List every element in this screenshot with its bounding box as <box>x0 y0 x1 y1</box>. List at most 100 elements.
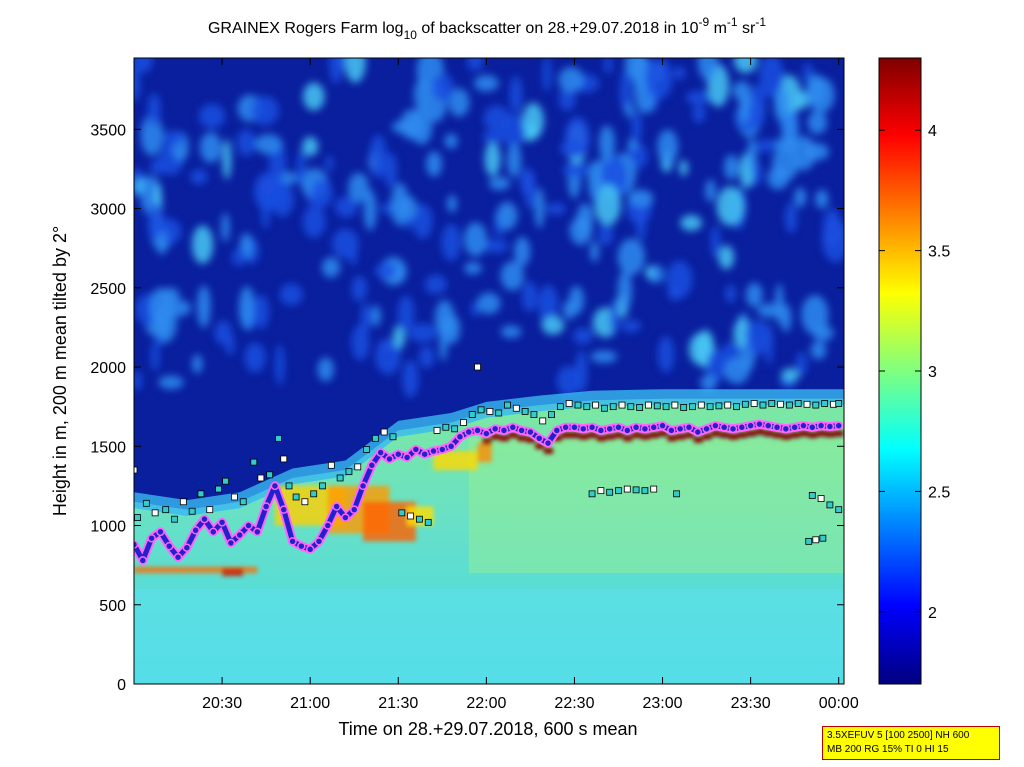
square-marker <box>222 477 230 485</box>
noise-blob <box>594 184 621 226</box>
y-axis-label: Height in m, 200 m mean tilted by 2° <box>50 226 70 516</box>
layer-height-point <box>719 423 729 432</box>
y-tick-label: 0 <box>117 677 126 694</box>
noise-blob <box>150 341 160 372</box>
layer-height-point <box>640 424 650 434</box>
square-marker <box>689 403 696 411</box>
layer-top-strip <box>808 432 818 439</box>
layer-top-strip <box>746 430 756 437</box>
layer-height-point <box>755 419 764 429</box>
square-marker <box>632 486 640 494</box>
noise-blob <box>590 350 618 363</box>
layer-height-point <box>429 446 438 456</box>
layer-height-point <box>173 552 183 562</box>
layer-height-point <box>376 448 385 457</box>
layer-top-strip <box>482 438 492 445</box>
noise-blob <box>444 133 458 149</box>
noise-blob <box>329 58 343 84</box>
noise-blob <box>496 201 518 230</box>
x-axis-label: Time on 28.+29.07.2018, 600 s mean <box>338 719 637 739</box>
parameter-line-1: 3.5XEFUV 5 [100 2500] NH 600 <box>827 730 970 741</box>
noise-blob <box>303 82 325 111</box>
noise-blob <box>560 139 586 157</box>
noise-blob <box>439 320 448 362</box>
square-marker <box>301 498 309 506</box>
square-marker <box>380 428 388 436</box>
square-marker <box>805 537 813 545</box>
layer-top-strip <box>561 432 571 439</box>
noise-blob <box>254 134 283 155</box>
title-part4: sr <box>738 20 756 37</box>
layer-height-point <box>684 423 694 432</box>
square-marker <box>171 515 178 523</box>
layer-top-strip <box>517 435 527 442</box>
layer-top-strip <box>693 436 703 443</box>
layer-height-point <box>543 438 553 448</box>
square-marker <box>215 485 222 493</box>
layer-height-point <box>455 432 465 442</box>
layer-top-strip <box>825 431 835 438</box>
layer-height-point <box>605 424 614 434</box>
noise-blob <box>483 105 510 132</box>
layer-height-point <box>799 421 808 430</box>
noise-blob <box>750 84 766 128</box>
noise-blob <box>542 58 552 92</box>
layer-height-point <box>394 449 403 459</box>
noise-blob <box>716 186 745 226</box>
colorbar-tick-label: 4 <box>928 123 937 140</box>
square-marker <box>768 400 776 407</box>
x-tick-label: 23:30 <box>731 695 771 712</box>
noise-blob <box>482 130 506 144</box>
layer-height-point <box>402 453 412 462</box>
square-marker <box>565 400 573 407</box>
noise-blob <box>657 129 679 165</box>
noise-blob <box>140 114 164 156</box>
layer-top-strip <box>632 432 642 439</box>
noise-blob <box>558 67 584 93</box>
noise-blob <box>620 319 642 333</box>
square-marker <box>468 411 476 418</box>
layer-height-point <box>552 426 562 435</box>
square-marker <box>812 536 820 544</box>
layer-height-point <box>446 442 456 451</box>
noise-blob <box>317 357 334 382</box>
hot-patch <box>134 566 258 574</box>
square-marker <box>821 400 829 407</box>
noise-blob <box>509 75 523 114</box>
square-marker <box>162 506 170 514</box>
noise-blob <box>426 151 443 177</box>
noise-blob <box>253 294 269 329</box>
layer-height-point <box>781 424 791 434</box>
layer-height-point <box>711 421 720 430</box>
noise-blob <box>434 299 455 337</box>
layer-height-point <box>411 445 421 454</box>
layer-height-point <box>737 423 747 432</box>
layer-height-point <box>631 423 641 432</box>
noise-blob <box>794 187 807 208</box>
square-marker <box>206 506 214 514</box>
layer-height-point <box>658 421 667 430</box>
layer-height-point <box>490 424 500 434</box>
y-tick-label: 500 <box>99 598 126 615</box>
layer-top-strip <box>676 433 686 440</box>
layer-height-point <box>772 423 782 432</box>
noise-blob <box>609 300 619 335</box>
noise-blob <box>604 58 613 74</box>
layer-height-point <box>217 518 227 527</box>
parameter-line-2: MB 200 RG 15% TI 0 HI 15 <box>827 744 949 755</box>
noise-blob <box>375 262 396 279</box>
layer-height-point <box>235 530 244 540</box>
noise-blob <box>431 73 454 102</box>
square-marker <box>363 446 370 453</box>
noise-blob <box>589 240 600 263</box>
noise-blob <box>573 327 593 345</box>
square-marker <box>451 425 459 433</box>
noise-blob <box>344 58 366 83</box>
noise-blob <box>617 270 633 310</box>
noise-blob <box>147 93 161 127</box>
noise-blob <box>617 238 645 276</box>
square-marker <box>548 411 555 418</box>
square-marker <box>759 401 767 409</box>
hot-patch <box>222 568 244 577</box>
